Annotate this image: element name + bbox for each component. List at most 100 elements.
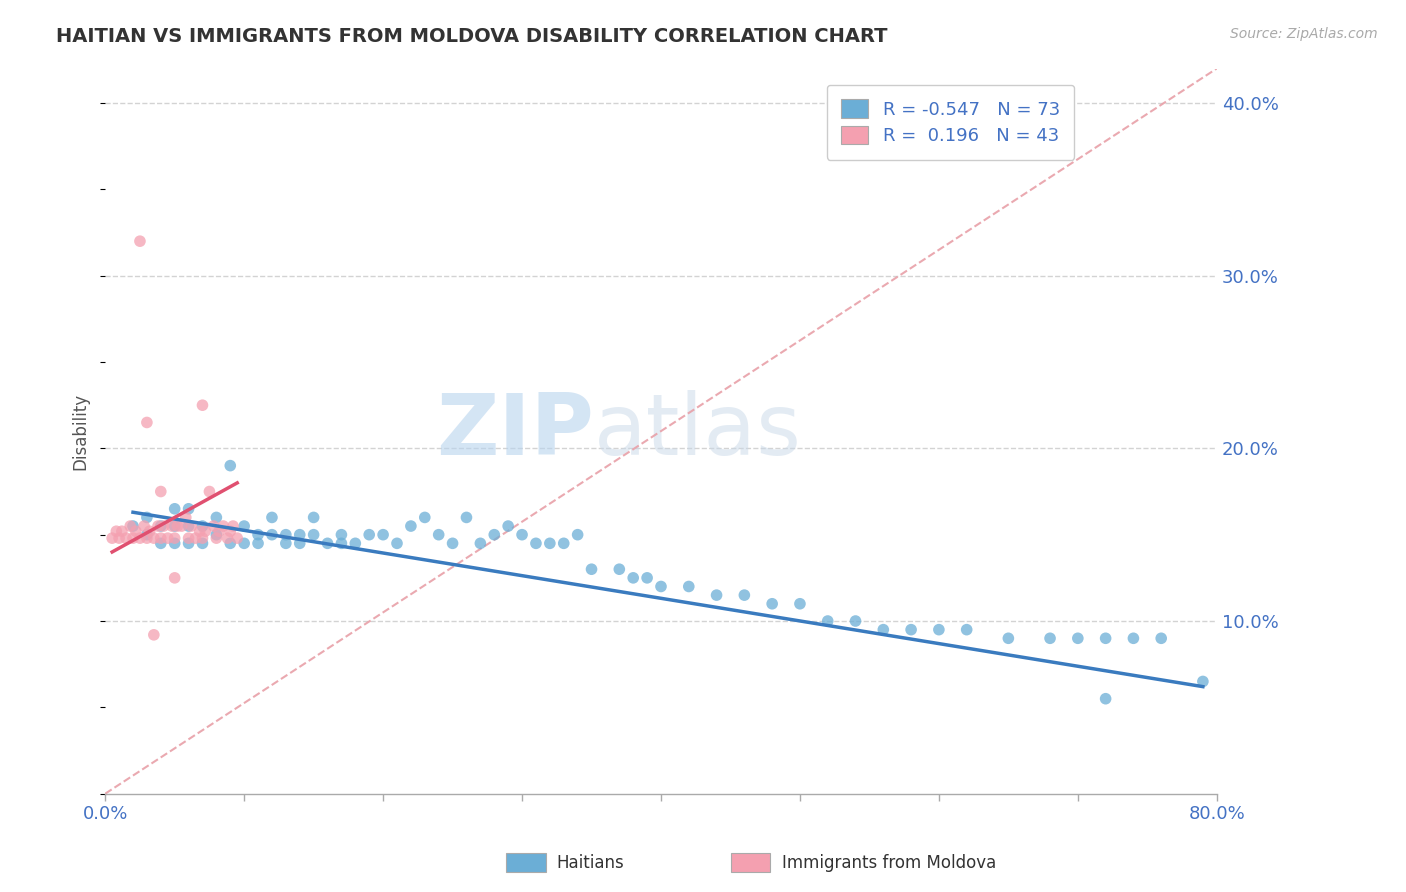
Point <box>149 484 172 499</box>
Point <box>142 531 165 545</box>
Point <box>191 536 214 550</box>
Point <box>163 501 186 516</box>
Point <box>135 510 157 524</box>
Point <box>101 531 124 545</box>
Point <box>650 579 672 593</box>
Point <box>120 519 142 533</box>
Point <box>441 536 464 550</box>
Point <box>621 571 644 585</box>
Point <box>789 597 811 611</box>
Point <box>260 510 283 524</box>
Point <box>538 536 561 550</box>
Point <box>607 562 630 576</box>
Point <box>191 398 214 412</box>
Y-axis label: Disability: Disability <box>72 392 89 470</box>
Point <box>198 484 221 499</box>
Point <box>997 632 1019 646</box>
Point <box>1192 674 1215 689</box>
Point <box>247 527 270 541</box>
Point <box>149 536 172 550</box>
Point <box>302 510 325 524</box>
Point <box>900 623 922 637</box>
Point <box>330 527 353 541</box>
Point <box>105 524 128 539</box>
Point <box>219 536 242 550</box>
Point <box>222 519 245 533</box>
Point <box>170 519 193 533</box>
Point <box>166 519 188 533</box>
Point <box>163 536 186 550</box>
Point <box>149 519 172 533</box>
Point <box>194 524 217 539</box>
Point <box>122 531 145 545</box>
Point <box>163 531 186 545</box>
Point <box>371 527 394 541</box>
Point <box>149 531 172 545</box>
Point <box>177 501 200 516</box>
Point <box>510 527 533 541</box>
Point <box>152 519 174 533</box>
Point <box>129 531 152 545</box>
Point <box>129 234 152 248</box>
Point <box>191 531 214 545</box>
Point <box>1039 632 1062 646</box>
Point <box>260 527 283 541</box>
Point <box>174 510 197 524</box>
Point <box>188 524 211 539</box>
Point <box>205 527 228 541</box>
Point <box>111 524 134 539</box>
Point <box>135 416 157 430</box>
Point <box>205 510 228 524</box>
Point <box>163 571 186 585</box>
Point <box>1094 691 1116 706</box>
Point <box>956 623 979 637</box>
Point <box>706 588 728 602</box>
Text: Source: ZipAtlas.com: Source: ZipAtlas.com <box>1230 27 1378 41</box>
Point <box>122 519 145 533</box>
Point <box>330 536 353 550</box>
Point <box>1122 632 1144 646</box>
Point <box>733 588 755 602</box>
Point <box>233 519 256 533</box>
Point <box>177 531 200 545</box>
Text: atlas: atlas <box>595 390 803 473</box>
Point <box>678 579 700 593</box>
Point <box>496 519 519 533</box>
Point <box>1150 632 1173 646</box>
Point <box>456 510 478 524</box>
Point <box>205 531 228 545</box>
Point <box>567 527 589 541</box>
Point <box>233 536 256 550</box>
Point <box>817 614 839 628</box>
Point <box>344 536 367 550</box>
Point <box>413 510 436 524</box>
Point <box>202 519 225 533</box>
Point <box>134 519 156 533</box>
Point <box>385 536 408 550</box>
Point <box>484 527 506 541</box>
Point <box>156 531 179 545</box>
Point <box>288 527 311 541</box>
Point <box>160 519 183 533</box>
Point <box>146 519 169 533</box>
Point <box>247 536 270 550</box>
Point <box>135 531 157 545</box>
Point <box>302 527 325 541</box>
Point <box>163 519 186 533</box>
Text: ZIP: ZIP <box>436 390 595 473</box>
Point <box>274 527 297 541</box>
Point <box>219 458 242 473</box>
Point <box>427 527 450 541</box>
Point <box>274 536 297 550</box>
Point <box>217 531 239 545</box>
Point <box>1067 632 1090 646</box>
Point <box>399 519 422 533</box>
Point <box>581 562 603 576</box>
Point <box>177 536 200 550</box>
Point <box>288 536 311 550</box>
Legend: R = -0.547   N = 73, R =  0.196   N = 43: R = -0.547 N = 73, R = 0.196 N = 43 <box>827 85 1074 160</box>
Point <box>359 527 381 541</box>
Text: Haitians: Haitians <box>557 854 624 871</box>
Point <box>125 524 148 539</box>
Point <box>115 531 138 545</box>
